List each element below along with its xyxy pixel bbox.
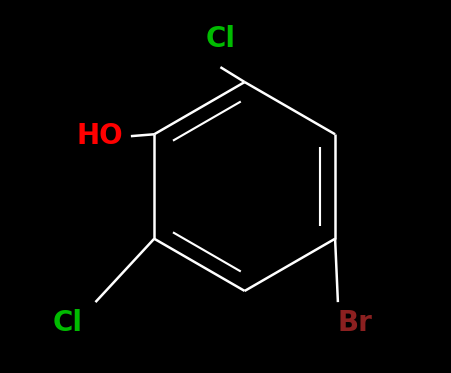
Text: Cl: Cl xyxy=(52,308,82,337)
Text: HO: HO xyxy=(77,122,123,150)
Text: Cl: Cl xyxy=(205,25,235,53)
Text: Br: Br xyxy=(336,308,371,337)
